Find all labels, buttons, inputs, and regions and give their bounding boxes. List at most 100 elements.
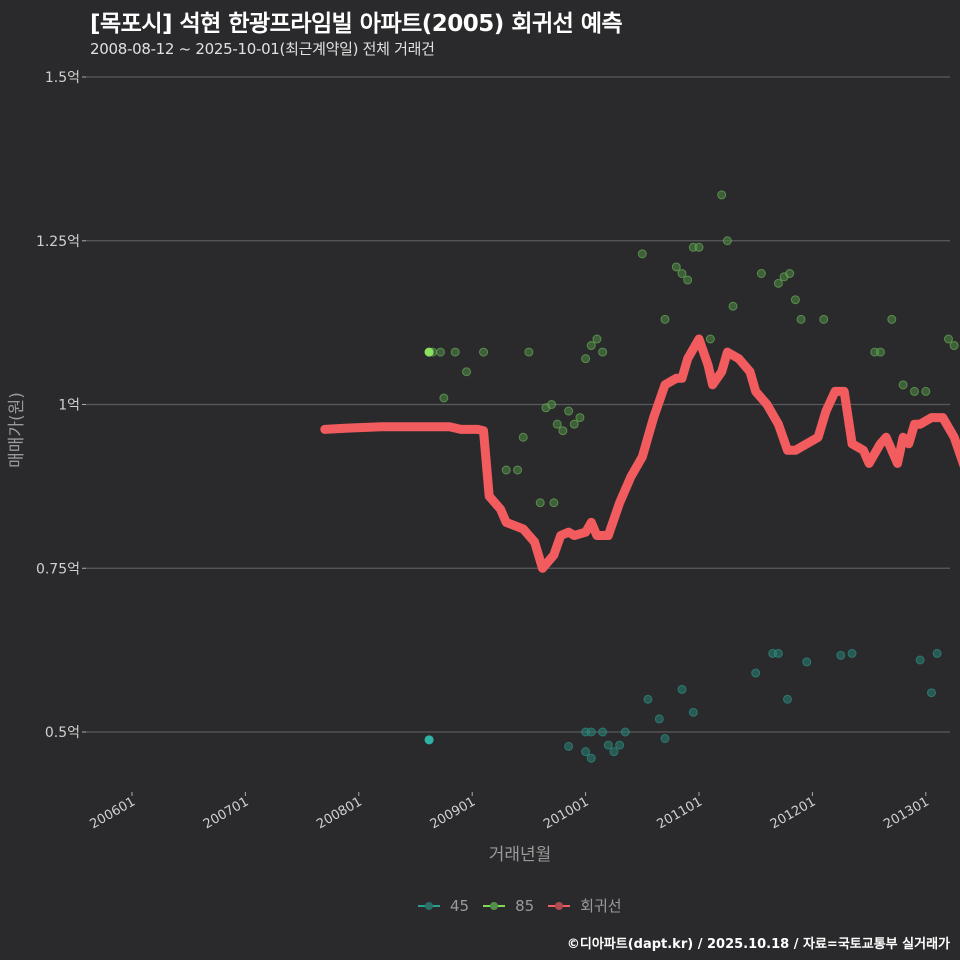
data-point: [909, 386, 919, 396]
data-point: [751, 668, 761, 678]
data-point: [592, 334, 602, 344]
data-point: [782, 694, 792, 704]
data-point: [609, 747, 619, 757]
x-tick-label: 201101: [655, 794, 705, 832]
data-point: [773, 648, 783, 658]
data-point: [524, 347, 534, 357]
regression-line: [320, 334, 960, 573]
data-point: [479, 347, 489, 357]
data-point: [819, 314, 829, 324]
series-45-points: [424, 648, 942, 763]
data-point: [847, 648, 857, 658]
data-point: [932, 648, 942, 658]
data-point: [756, 269, 766, 278]
data-point: [564, 406, 574, 416]
data-point: [671, 262, 681, 272]
grid-lines: [86, 76, 950, 733]
data-point: [547, 400, 557, 409]
data-point: [796, 314, 806, 324]
data-point: [586, 753, 596, 763]
data-point: [926, 688, 936, 698]
legend: 45 85 회귀선: [418, 895, 628, 916]
data-point: [569, 419, 579, 429]
y-axis-ticks: 0.5억 0.75억 1억 1.25억 1.5억: [36, 70, 86, 741]
data-point: [575, 413, 585, 423]
legend-label-85: 85: [515, 896, 535, 915]
series-85-points: [424, 190, 959, 540]
data-point: [688, 707, 698, 717]
legend-key-45-icon: [418, 900, 440, 912]
legend-item-85[interactable]: 85: [483, 897, 534, 915]
legend-key-85-icon: [483, 900, 506, 912]
y-tick-label: 1.25억: [36, 234, 80, 250]
y-axis-title: 매매가(원): [7, 392, 27, 468]
chart-title: [목포시] 석현 한광프라임빌 아파트(2005) 회귀선 예측: [90, 11, 623, 37]
data-point: [535, 498, 545, 508]
data-point: [677, 269, 687, 278]
data-point: [450, 347, 460, 357]
footer-credit: ©디아파트(dapt.kr) / 2025.10.18 / 자료=국토교통부 실…: [566, 937, 950, 952]
data-point: [598, 727, 608, 737]
legend-label-45: 45: [450, 896, 470, 915]
data-point: [552, 419, 562, 429]
data-point: [728, 301, 738, 311]
data-point: [785, 269, 795, 278]
x-tick-label: 200901: [428, 794, 478, 832]
data-point: [518, 432, 528, 442]
x-tick-label: 201201: [768, 794, 818, 832]
data-point: [637, 249, 647, 259]
legend-item-regression[interactable]: 회귀선: [548, 895, 622, 916]
data-point: [603, 740, 613, 750]
y-tick-label: 1억: [58, 398, 80, 414]
x-tick-label: 201001: [541, 794, 591, 832]
data-point: [717, 190, 727, 200]
data-point: [921, 386, 931, 396]
data-point: [836, 650, 846, 660]
data-point: [598, 347, 608, 357]
data-point: [875, 347, 885, 357]
legend-key-regression-icon: [548, 900, 571, 912]
x-axis-ticks: 200601 200701 200801 200901 201001 201101 2012…: [88, 792, 932, 832]
data-point: [949, 341, 959, 351]
data-point: [683, 275, 693, 285]
chart-subtitle: 2008-08-12 ~ 2025-10-01(최근계약일) 전체 거래건: [90, 40, 435, 58]
data-point: [586, 727, 596, 737]
data-point: [722, 236, 732, 246]
data-point: [581, 354, 591, 364]
data-point: [790, 295, 800, 305]
data-point: [564, 741, 574, 751]
x-axis-title: 거래년월: [489, 845, 552, 865]
data-point: [558, 426, 568, 436]
y-tick-label: 0.5억: [45, 725, 80, 741]
data-point: [677, 684, 687, 694]
data-point: [513, 465, 523, 475]
data-point: [773, 278, 783, 288]
data-point: [660, 314, 670, 324]
data-point: [694, 242, 704, 252]
data-point: [620, 727, 630, 737]
legend-item-45[interactable]: 45: [418, 897, 469, 915]
data-point: [462, 367, 472, 377]
legend-label-regression: 회귀선: [580, 897, 622, 915]
x-tick-label: 200601: [88, 794, 138, 832]
y-tick-label: 0.75억: [36, 561, 80, 577]
data-point: [549, 498, 559, 508]
data-point: [887, 314, 897, 324]
data-point: [435, 347, 445, 357]
data-point: [654, 714, 664, 724]
x-tick-label: 200701: [201, 794, 251, 832]
data-point: [915, 655, 925, 665]
data-point: [898, 380, 908, 390]
data-point: [705, 334, 715, 344]
data-point: [660, 734, 670, 744]
x-tick-label: 201301: [881, 794, 931, 832]
data-point: [615, 740, 625, 750]
data-point: [802, 657, 812, 667]
data-point: [439, 393, 449, 403]
data-point: [943, 334, 953, 344]
x-tick-label: 200801: [314, 794, 364, 832]
data-point: [501, 465, 511, 475]
y-tick-label: 1.5억: [45, 70, 80, 86]
regression-path: [320, 334, 960, 573]
